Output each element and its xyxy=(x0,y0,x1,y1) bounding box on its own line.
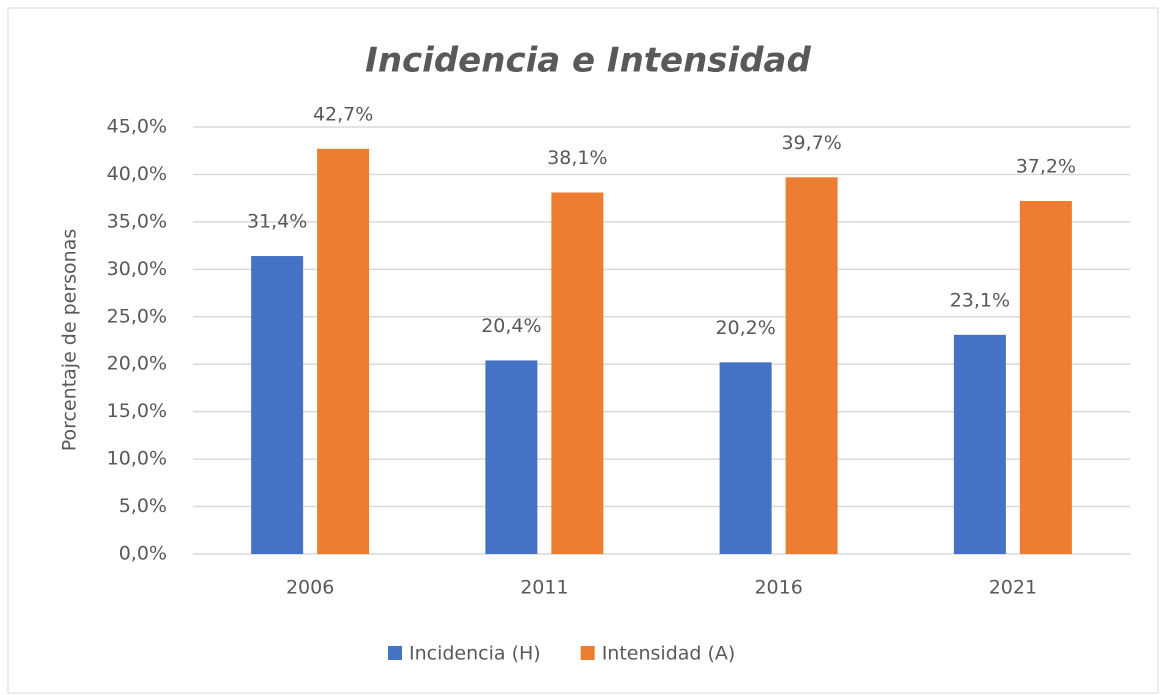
bar xyxy=(953,334,1006,554)
legend-label: Intensidad (A) xyxy=(602,643,736,665)
y-tick-label: 30,0% xyxy=(107,258,167,280)
bar xyxy=(551,192,604,554)
bar xyxy=(251,256,304,554)
chart-title: Incidencia e Intensidad xyxy=(365,41,811,81)
y-tick-label: 0,0% xyxy=(119,543,167,565)
bar xyxy=(785,177,838,554)
data-label: 42,7% xyxy=(313,103,373,125)
legend-swatch xyxy=(388,646,402,660)
y-tick-label: 35,0% xyxy=(107,210,167,232)
x-tick-label: 2011 xyxy=(520,577,568,599)
data-label: 31,4% xyxy=(247,211,307,233)
legend-swatch xyxy=(580,646,595,660)
data-label: 39,7% xyxy=(781,132,841,154)
data-label: 20,2% xyxy=(715,317,775,339)
bar xyxy=(317,148,370,554)
y-tick-label: 5,0% xyxy=(119,495,167,517)
x-tick-label: 2006 xyxy=(286,577,334,599)
y-tick-label: 15,0% xyxy=(107,400,167,422)
bar xyxy=(1019,201,1072,554)
bar xyxy=(485,360,538,554)
data-label: 38,1% xyxy=(547,147,607,169)
data-label: 37,2% xyxy=(1016,156,1076,178)
y-tick-label: 20,0% xyxy=(107,353,167,375)
y-tick-label: 45,0% xyxy=(107,116,167,138)
bar xyxy=(719,362,772,554)
x-tick-label: 2016 xyxy=(754,577,802,599)
y-tick-label: 40,0% xyxy=(107,163,167,185)
y-axis-label: Porcentaje de personas xyxy=(59,229,81,452)
x-tick-label: 2021 xyxy=(989,577,1037,599)
data-label: 20,4% xyxy=(481,315,541,337)
y-tick-label: 25,0% xyxy=(107,305,167,327)
legend-label: Incidencia (H) xyxy=(409,643,541,665)
y-tick-label: 10,0% xyxy=(107,448,167,470)
data-label: 23,1% xyxy=(950,289,1010,311)
